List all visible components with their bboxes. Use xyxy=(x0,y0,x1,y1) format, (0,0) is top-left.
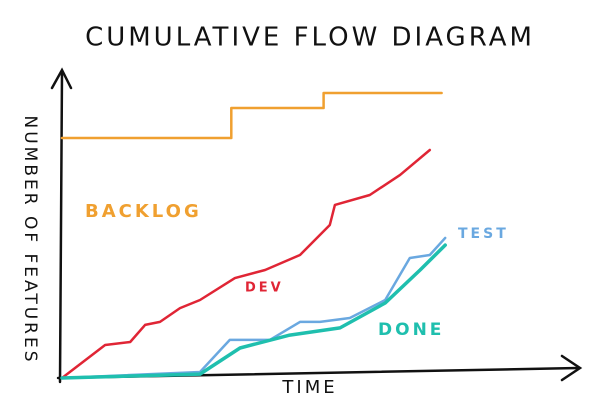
series-line xyxy=(60,243,447,380)
series-line xyxy=(60,148,432,380)
y-axis xyxy=(58,70,64,384)
x-axis-label: TIME xyxy=(281,377,337,398)
x-axis-arrow xyxy=(560,354,583,382)
series-label: BACKLOG xyxy=(85,201,202,222)
series-label: DEV xyxy=(245,281,284,296)
series-label: DONE xyxy=(378,320,444,340)
series-line xyxy=(60,91,443,140)
y-axis-label: NUMBER OF FEATURES xyxy=(20,115,40,364)
y-axis-arrow xyxy=(50,67,73,90)
chart-title: CUMULATIVE FLOW DIAGRAM xyxy=(85,23,535,53)
series-label: TEST xyxy=(458,226,509,242)
series-line xyxy=(60,236,447,380)
